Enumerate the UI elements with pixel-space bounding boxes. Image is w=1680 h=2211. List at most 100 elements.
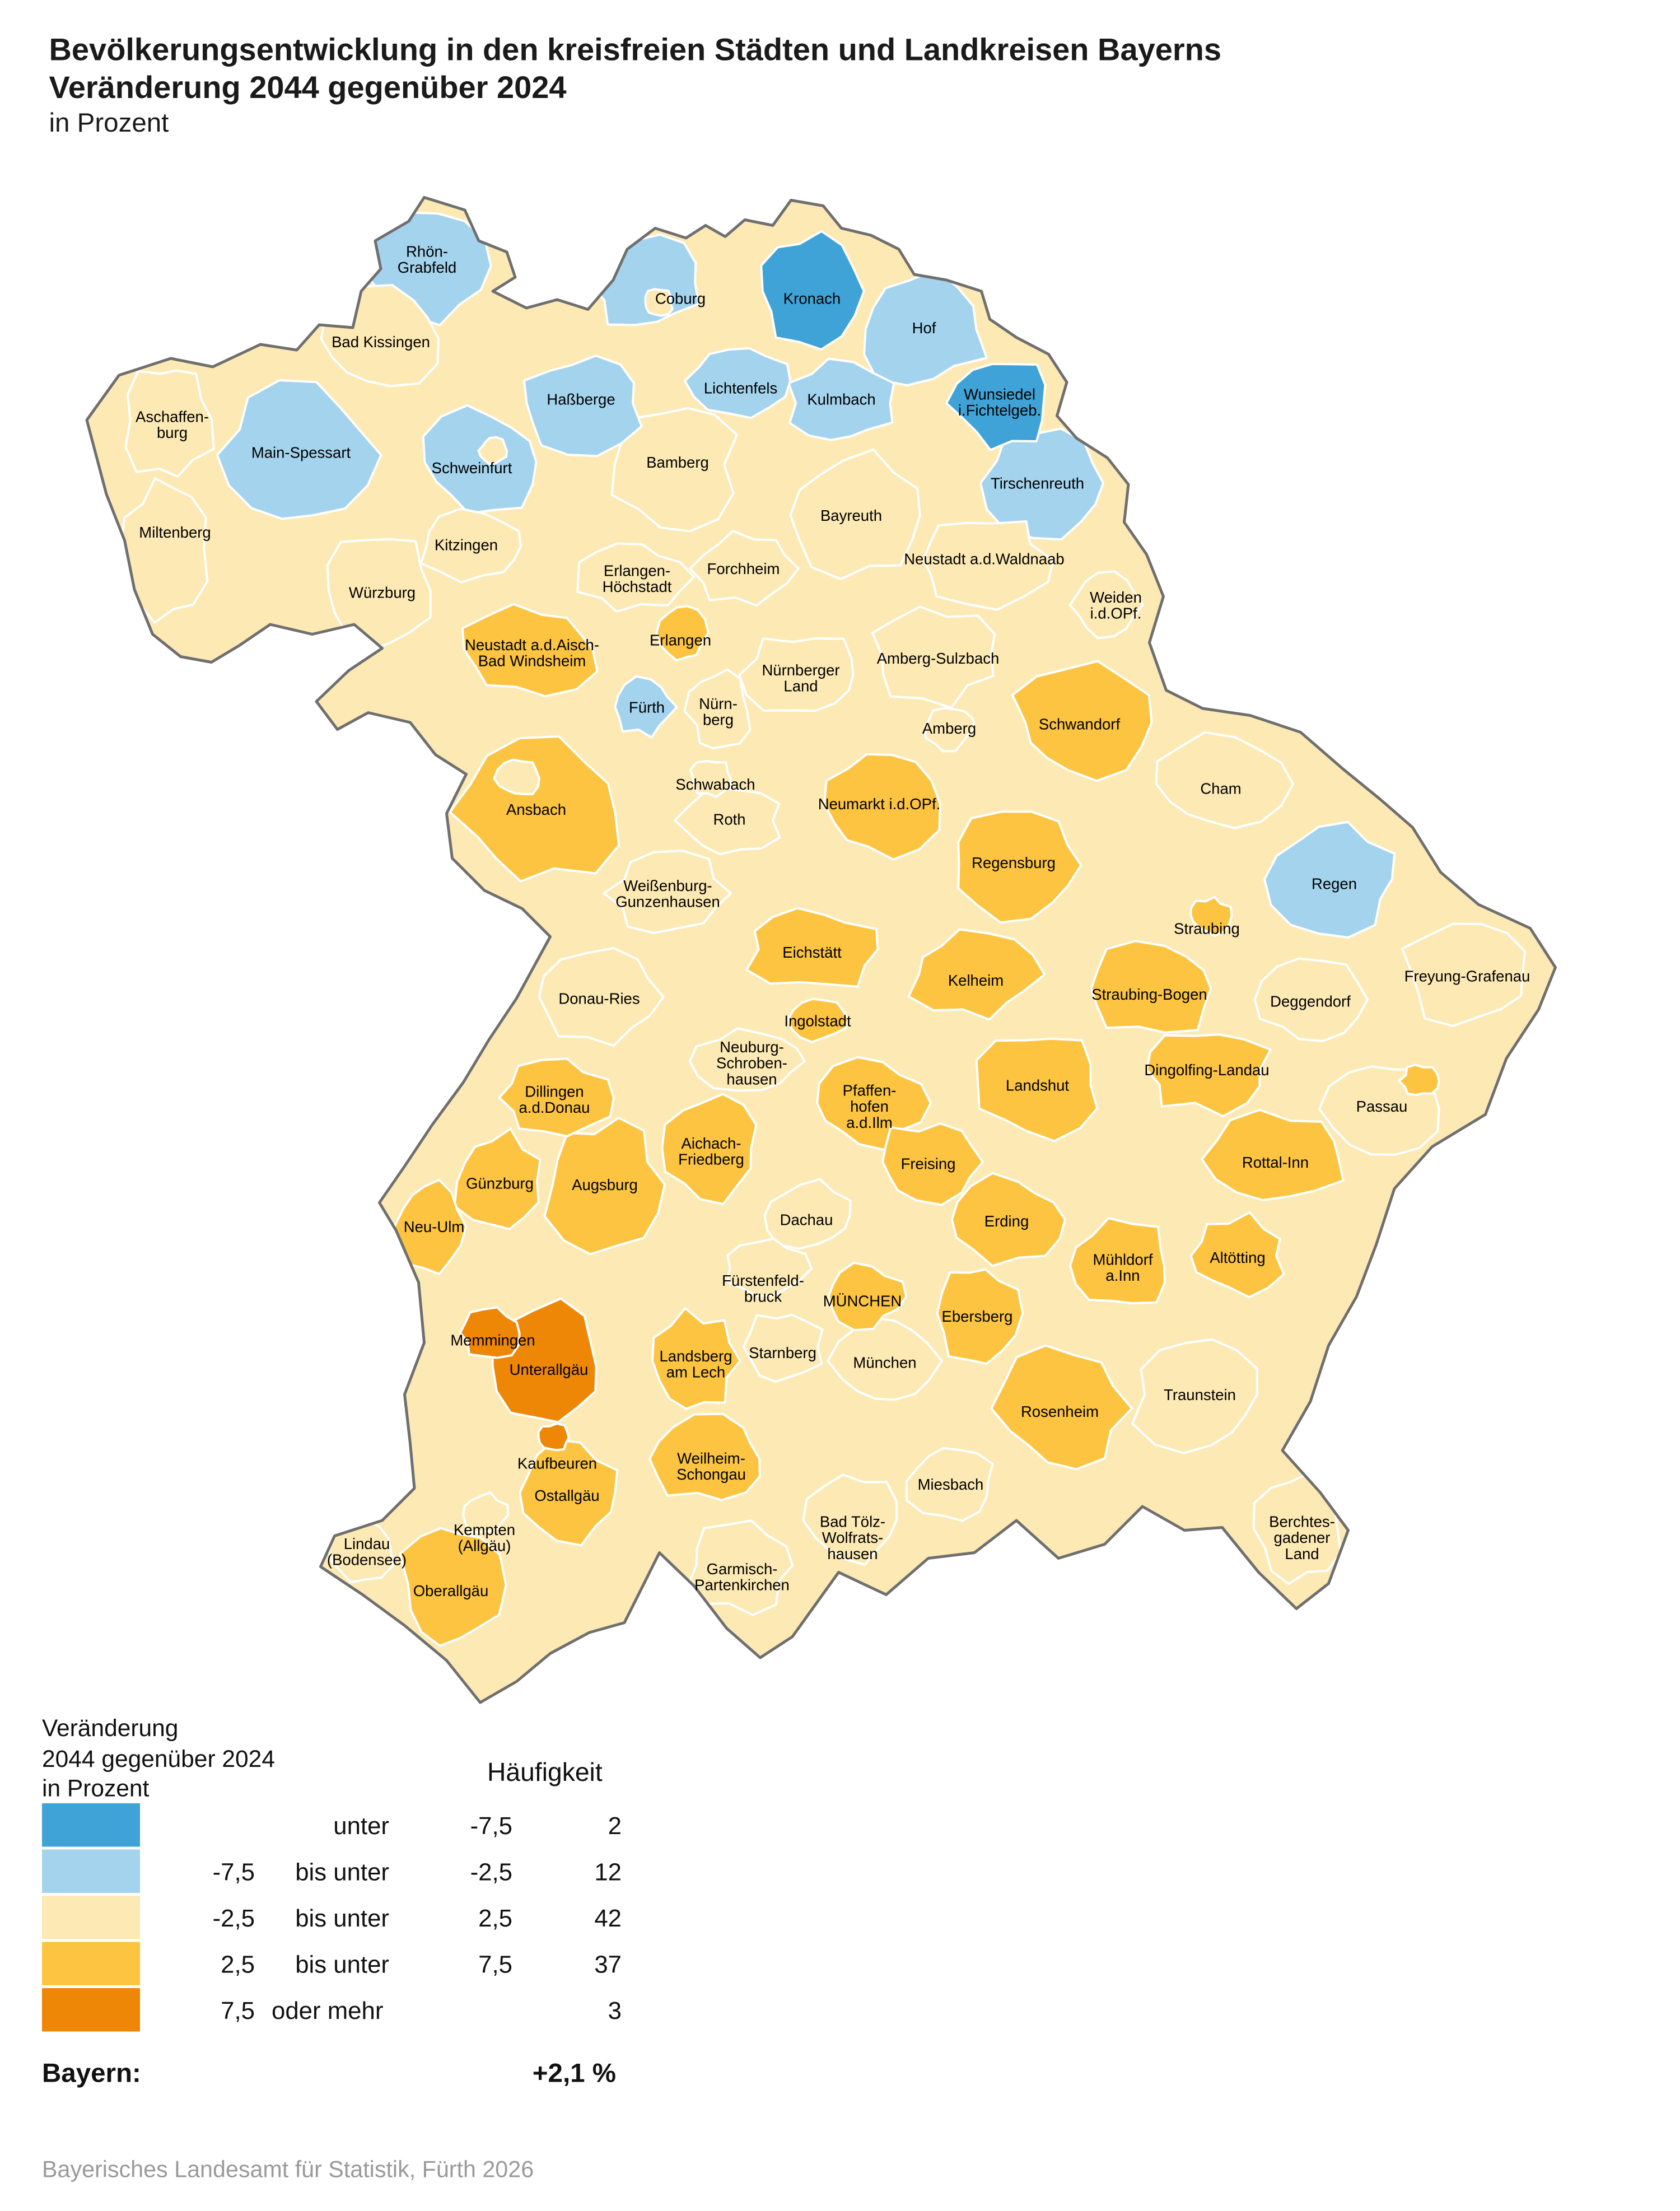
bavaria-choropleth-map: Rhön-Grabfeld Main-Spessart Schweinfurt Haß… bbox=[85, 196, 1557, 1704]
district-miesbach bbox=[905, 1447, 994, 1522]
district-ansbach bbox=[449, 735, 620, 883]
district-label-landshut: Landshut bbox=[1006, 1077, 1070, 1094]
district-label-straubing-bogen: Straubing-Bogen bbox=[1091, 986, 1207, 1003]
district-eichstätt bbox=[745, 907, 879, 988]
legend-op-1: bis unter bbox=[295, 1858, 389, 1886]
district-label-weilheim-schongau: Weilheim-Schongau bbox=[676, 1449, 746, 1483]
district-label-bad-tölz-wolfratshausen: Bad Tölz-Wolfrats-hausen bbox=[820, 1513, 885, 1562]
district-label-dillingen-a-d-donau: Dillingen a.d.Donau bbox=[519, 1083, 590, 1116]
district-label-augsburg: Augsburg bbox=[572, 1176, 638, 1193]
district-kulmbach bbox=[787, 357, 895, 441]
legend-to-2: 2,5 bbox=[478, 1904, 512, 1932]
district-lichtenfels bbox=[684, 347, 792, 419]
legend-count-3: 37 bbox=[594, 1950, 622, 1979]
district-weißenburg-gunzenhausen bbox=[603, 850, 732, 934]
district-neumarkt-i-d-opf- bbox=[823, 753, 941, 861]
district-schwabach bbox=[689, 760, 732, 798]
district-dillingen-a-d-donau bbox=[498, 1057, 615, 1137]
district-kaufbeuren bbox=[537, 1422, 570, 1452]
legend-row-4: 7,5 oder mehr 3 bbox=[42, 1988, 622, 2035]
legend-heading-line3: in Prozent bbox=[42, 1775, 150, 1802]
district-dachau bbox=[763, 1178, 852, 1250]
district-nürnberg bbox=[683, 668, 752, 750]
district-kitzingen bbox=[419, 507, 522, 584]
district-ostallgäu bbox=[519, 1438, 619, 1547]
district-garmisch-partenkirchen bbox=[687, 1519, 794, 1616]
district-rosenheim bbox=[990, 1344, 1133, 1471]
district-label-aichach-friedberg: Aichach-Friedberg bbox=[678, 1135, 744, 1168]
district-straubing bbox=[1189, 895, 1233, 937]
legend-op-2: bis unter bbox=[295, 1904, 389, 1932]
district-coburg bbox=[587, 233, 700, 326]
district-label-straubing: Straubing bbox=[1174, 920, 1240, 937]
page-title-line1: Bevölkerungsentwicklung in den kreisfrei… bbox=[49, 32, 1221, 68]
district-label-berchtesgadener-land: Berchtes-gadener Land bbox=[1269, 1513, 1335, 1562]
district-label-neustadt-a-d-waldnaab: Neustadt a.d.Waldnaab bbox=[904, 551, 1064, 568]
district-label-deggendorf: Deggendorf bbox=[1270, 993, 1351, 1010]
district-label-oberallgäu: Oberallgäu bbox=[413, 1582, 489, 1599]
district-traunstein bbox=[1131, 1338, 1258, 1454]
district-erding bbox=[950, 1172, 1066, 1267]
district-label-mühldorf-a-inn: Mühldorf a.Inn bbox=[1093, 1251, 1153, 1284]
district-label-haßberge: Haßberge bbox=[547, 391, 615, 408]
district-label-cham: Cham bbox=[1200, 780, 1241, 797]
frequency-header: Häufigkeit bbox=[487, 1757, 603, 1787]
district-label-weißenburg-gunzenhausen: Weißenburg-Gunzenhausen bbox=[615, 877, 720, 911]
district-label-regensburg: Regensburg bbox=[972, 854, 1056, 871]
district-label-fürstenfeldbruck: Fürstenfeld-bruck bbox=[722, 1272, 804, 1305]
district-label-nürnberger-land: Nürnberger Land bbox=[762, 661, 839, 695]
district-label-lindau-bodensee-: Lindau (Bodensee) bbox=[327, 1535, 407, 1569]
district-label-amberg-sulzbach: Amberg-Sulzbach bbox=[877, 650, 1000, 667]
district-main-spessart bbox=[216, 379, 382, 520]
district-label-unterallgäu: Unterallgäu bbox=[510, 1361, 589, 1378]
district-label-fürth: Fürth bbox=[629, 699, 665, 716]
district-label-ostallgäu: Ostallgäu bbox=[534, 1487, 599, 1504]
district-label-pfaffenhofen-a-d-ilm: Pfaffen-hofen a.d.Ilm bbox=[843, 1081, 897, 1131]
title-block: Bevölkerungsentwicklung in den kreisfrei… bbox=[49, 31, 1221, 142]
district-label-kitzingen: Kitzingen bbox=[435, 537, 498, 554]
district-label-neumarkt-i-d-opf-: Neumarkt i.d.OPf. bbox=[818, 795, 941, 813]
district-münchen-landkreis- bbox=[827, 1317, 943, 1401]
district-aichach-friedberg bbox=[661, 1093, 758, 1205]
legend-count-1: 12 bbox=[594, 1858, 622, 1886]
legend-op-4: oder mehr bbox=[272, 1997, 384, 2025]
district-label-passau: Passau bbox=[1356, 1098, 1408, 1115]
district-label-kelheim: Kelheim bbox=[948, 972, 1004, 989]
district-label-kaufbeuren: Kaufbeuren bbox=[517, 1455, 597, 1472]
district-regen bbox=[1263, 820, 1396, 939]
district-bad-tölz-wolfratshausen bbox=[802, 1473, 898, 1566]
district-label-günzburg: Günzburg bbox=[466, 1175, 534, 1192]
district-label-starnberg: Starnberg bbox=[749, 1344, 816, 1361]
district-münchen bbox=[827, 1261, 908, 1331]
bavaria-total-row: Bayern: +2,1 % bbox=[42, 2060, 616, 2091]
district-label-roth: Roth bbox=[713, 811, 745, 828]
district-label-münchen-landkreis-: München bbox=[853, 1354, 916, 1372]
bavaria-total-label: Bayern: bbox=[42, 2059, 141, 2089]
legend-to-0: -7,5 bbox=[470, 1812, 512, 1840]
district-label-erlangen: Erlangen bbox=[650, 632, 711, 649]
district-freyung-grafenau bbox=[1401, 922, 1527, 1027]
district-augsburg bbox=[543, 1117, 666, 1256]
district-deggendorf bbox=[1253, 957, 1369, 1042]
district-label-hof: Hof bbox=[912, 319, 936, 337]
district-label-bad-kissingen: Bad Kissingen bbox=[332, 333, 430, 351]
district-label-miesbach: Miesbach bbox=[918, 1476, 984, 1493]
district-kelheim bbox=[907, 928, 1046, 1021]
district-haßberge bbox=[523, 354, 643, 458]
district-label-tirschenreuth: Tirschenreuth bbox=[991, 475, 1084, 492]
district-coburg-stadt- bbox=[644, 288, 674, 317]
district-label-altötting: Altötting bbox=[1210, 1249, 1265, 1266]
district-schweinfurt-stadt- bbox=[477, 436, 508, 465]
legend-op-3: bis unter bbox=[295, 1950, 389, 1979]
legend-count-0: 2 bbox=[608, 1812, 622, 1840]
legend-from-2: -2,5 bbox=[212, 1904, 255, 1932]
district-label-ansbach: Ansbach bbox=[506, 801, 566, 818]
district-fürstenfeldbruck bbox=[726, 1237, 813, 1297]
district-wunsiedel-i-fichtelgeb- bbox=[945, 363, 1047, 451]
district-weiden-i-d-opf- bbox=[1068, 570, 1144, 640]
district-schweinfurt bbox=[422, 404, 538, 515]
district-bamberg bbox=[610, 407, 738, 533]
district-erlangen bbox=[655, 605, 710, 662]
legend-row-3: 2,5 bis unter 7,5 37 bbox=[42, 1942, 622, 1989]
